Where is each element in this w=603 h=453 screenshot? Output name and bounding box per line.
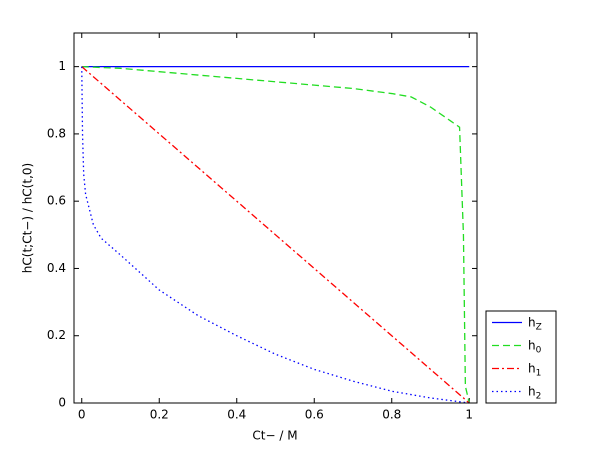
y-tick-label: 0 [58,396,66,410]
y-tick-label: 0.6 [47,194,66,208]
y-tick-label: 0.8 [47,126,66,140]
x-tick-label: 0 [78,408,86,422]
series-line [81,65,470,404]
plot-frame [73,32,478,404]
x-tick-label: 0.6 [305,408,324,422]
x-tick-label: 0.8 [382,408,401,422]
x-axis-label: Ct− / M [252,429,297,443]
legend-box [485,310,557,404]
series-line [81,66,470,404]
x-tick-label: 0.4 [227,408,246,422]
legend-label: h2 [528,384,541,401]
legend-label: hZ [528,315,542,332]
legend-label: h0 [528,338,542,355]
y-tick-label: 1 [58,59,66,73]
legend-label: h1 [528,361,541,378]
series-line [81,66,470,404]
y-axis-label: hC(t;Ct−) / hC(t,0) [21,163,35,273]
x-tick-label: 1 [465,408,473,422]
y-tick-label: 0.4 [47,261,66,275]
y-tick-label: 0.2 [47,328,66,342]
x-tick-label: 0.2 [150,408,169,422]
